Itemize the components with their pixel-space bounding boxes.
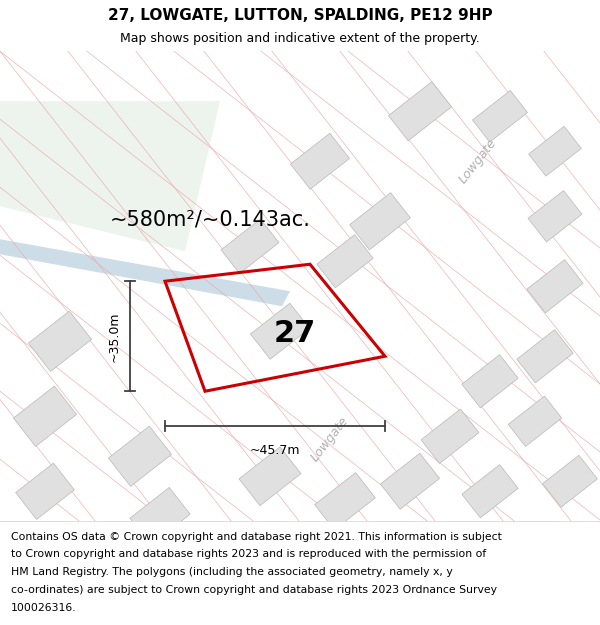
Polygon shape: [529, 126, 581, 176]
Text: HM Land Registry. The polygons (including the associated geometry, namely x, y: HM Land Registry. The polygons (includin…: [11, 568, 452, 578]
Polygon shape: [0, 239, 290, 306]
Polygon shape: [109, 426, 172, 486]
Polygon shape: [527, 259, 583, 313]
Text: ~45.7m: ~45.7m: [250, 444, 300, 458]
Text: to Crown copyright and database rights 2023 and is reproduced with the permissio: to Crown copyright and database rights 2…: [11, 549, 486, 559]
Text: ~580m²/~0.143ac.: ~580m²/~0.143ac.: [110, 209, 310, 229]
Polygon shape: [130, 488, 190, 545]
Polygon shape: [16, 463, 74, 519]
Text: 27, LOWGATE, LUTTON, SPALDING, PE12 9HP: 27, LOWGATE, LUTTON, SPALDING, PE12 9HP: [107, 8, 493, 23]
Text: Lowgate: Lowgate: [457, 136, 499, 186]
Polygon shape: [317, 234, 373, 288]
Text: 100026316.: 100026316.: [11, 603, 76, 613]
Polygon shape: [314, 472, 376, 530]
Polygon shape: [350, 192, 410, 250]
Text: Map shows position and indicative extent of the property.: Map shows position and indicative extent…: [120, 32, 480, 45]
Polygon shape: [0, 101, 220, 251]
Text: co-ordinates) are subject to Crown copyright and database rights 2023 Ordnance S: co-ordinates) are subject to Crown copyr…: [11, 585, 497, 595]
Polygon shape: [380, 453, 440, 509]
Polygon shape: [250, 303, 310, 359]
Polygon shape: [542, 455, 598, 508]
Polygon shape: [221, 219, 279, 274]
Polygon shape: [421, 409, 479, 464]
Polygon shape: [28, 311, 92, 371]
Polygon shape: [13, 386, 77, 446]
Text: Contains OS data © Crown copyright and database right 2021. This information is : Contains OS data © Crown copyright and d…: [11, 532, 502, 542]
Polygon shape: [472, 91, 527, 142]
Text: ~35.0m: ~35.0m: [107, 311, 121, 361]
Polygon shape: [517, 329, 573, 383]
Polygon shape: [462, 464, 518, 518]
Polygon shape: [528, 191, 582, 242]
Text: 27: 27: [274, 319, 316, 348]
Polygon shape: [388, 82, 452, 141]
Text: Lowgate: Lowgate: [308, 414, 352, 464]
Polygon shape: [508, 396, 562, 446]
Polygon shape: [290, 133, 350, 189]
Polygon shape: [462, 354, 518, 408]
Polygon shape: [239, 447, 301, 506]
